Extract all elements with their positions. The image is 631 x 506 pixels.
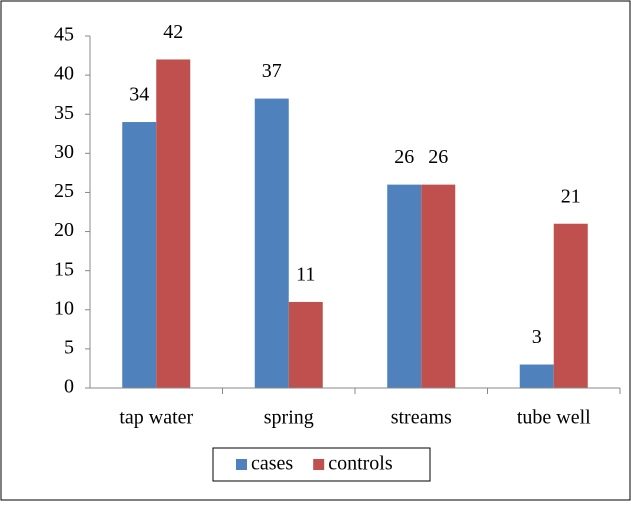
legend-swatch bbox=[236, 459, 247, 470]
y-tick-label: 40 bbox=[54, 63, 74, 85]
x-tick-label: tube well bbox=[517, 407, 591, 429]
bar bbox=[387, 184, 422, 388]
bar bbox=[254, 98, 289, 389]
legend-label: controls bbox=[328, 453, 393, 475]
data-label: 26 bbox=[428, 146, 448, 168]
y-tick-label: 5 bbox=[64, 336, 74, 358]
bar bbox=[421, 184, 456, 388]
bar bbox=[156, 59, 191, 388]
x-tick-label: spring bbox=[264, 407, 314, 429]
y-tick-label: 10 bbox=[54, 297, 74, 319]
data-label: 3 bbox=[532, 326, 542, 348]
legend-swatch bbox=[313, 459, 325, 470]
data-label: 21 bbox=[561, 185, 581, 207]
legend-label: cases bbox=[251, 453, 293, 475]
data-label: 26 bbox=[394, 146, 414, 168]
bar bbox=[122, 122, 157, 389]
y-tick-label: 30 bbox=[54, 141, 74, 163]
x-tick-label: streams bbox=[391, 407, 452, 429]
y-tick-label: 20 bbox=[54, 219, 74, 241]
bar bbox=[553, 223, 588, 388]
y-tick-label: 0 bbox=[64, 376, 74, 398]
bar bbox=[288, 301, 323, 388]
bar bbox=[519, 364, 554, 388]
x-tick-label: tap water bbox=[119, 407, 193, 429]
data-label: 42 bbox=[163, 21, 183, 43]
y-tick-label: 25 bbox=[54, 180, 74, 202]
data-label: 37 bbox=[262, 60, 282, 82]
y-tick-label: 35 bbox=[54, 102, 74, 124]
y-tick-label: 45 bbox=[54, 24, 74, 46]
data-label: 34 bbox=[129, 84, 149, 106]
data-label: 11 bbox=[296, 264, 315, 286]
y-tick-label: 15 bbox=[54, 258, 74, 280]
